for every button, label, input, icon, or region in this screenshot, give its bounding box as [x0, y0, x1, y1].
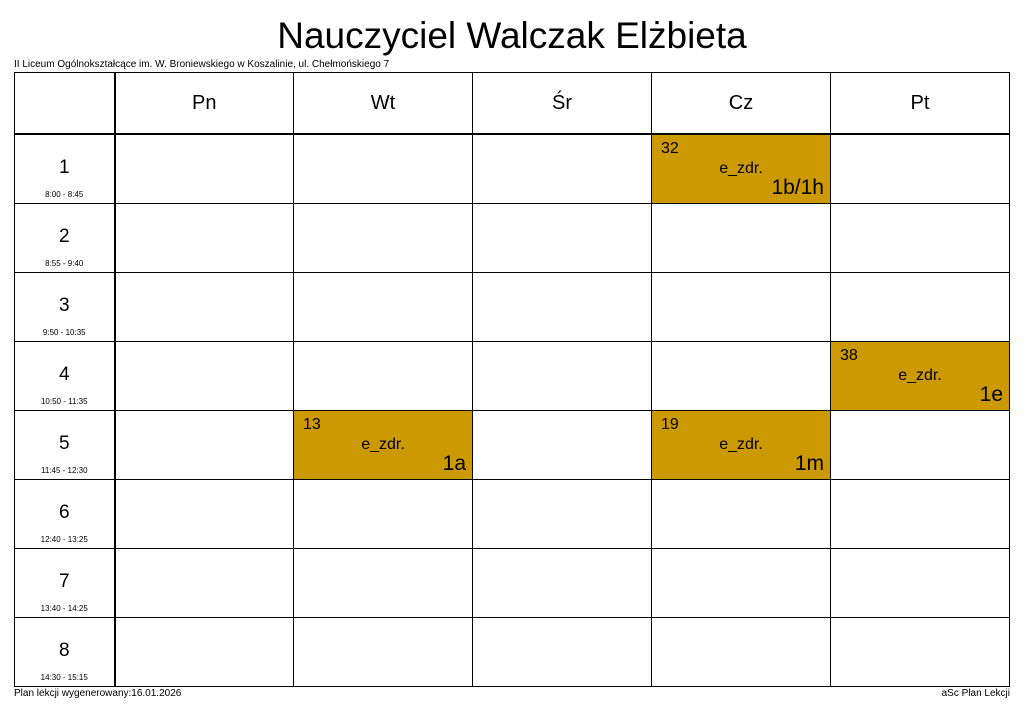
- period-row: 7 13:40 - 14:25: [14, 548, 1010, 618]
- period-time: 13:40 - 14:25: [40, 604, 88, 613]
- empty-slot: [651, 272, 831, 342]
- period-time: 8:00 - 8:45: [45, 190, 84, 199]
- period-number: 7: [58, 571, 70, 592]
- room-number: 13: [303, 416, 321, 433]
- empty-slot: [114, 548, 294, 618]
- subject-name: e_zdr.: [719, 436, 763, 453]
- period-cell: 7 13:40 - 14:25: [14, 548, 116, 618]
- lesson-card[interactable]: 38 e_zdr. 1e: [830, 341, 1010, 411]
- period-cell: 3 9:50 - 10:35: [14, 272, 116, 342]
- empty-slot: [472, 203, 652, 273]
- room-number: 32: [661, 140, 679, 157]
- empty-slot: [472, 479, 652, 549]
- period-number: 5: [58, 433, 70, 454]
- room-number: 38: [840, 347, 858, 364]
- day-header: Śr: [472, 72, 652, 135]
- period-row: 3 9:50 - 10:35: [14, 272, 1010, 342]
- empty-slot: [114, 617, 294, 687]
- empty-slot: [114, 272, 294, 342]
- period-cell: 5 11:45 - 12:30: [14, 410, 116, 480]
- empty-slot: [830, 133, 1010, 204]
- subject-name: e_zdr.: [898, 367, 942, 384]
- day-header: Cz: [651, 72, 831, 135]
- period-number: 3: [58, 295, 70, 316]
- lesson-card[interactable]: 13 e_zdr. 1a: [293, 410, 473, 480]
- period-time: 11:45 - 12:30: [40, 466, 88, 475]
- period-number: 4: [58, 364, 70, 385]
- empty-slot: [293, 617, 473, 687]
- period-cell: 6 12:40 - 13:25: [14, 479, 116, 549]
- school-name: II Liceum Ogólnokształcące im. W. Bronie…: [14, 59, 390, 70]
- period-number: 1: [58, 157, 70, 178]
- empty-slot: [114, 341, 294, 411]
- room-number: 19: [661, 416, 679, 433]
- day-header: Wt: [293, 72, 473, 135]
- class-name: 1a: [442, 452, 466, 475]
- period-number: 2: [58, 226, 70, 247]
- empty-slot: [472, 548, 652, 618]
- period-row: 8 14:30 - 15:15: [14, 617, 1010, 687]
- empty-slot: [651, 617, 831, 687]
- empty-slot: [651, 479, 831, 549]
- empty-slot: [293, 548, 473, 618]
- period-time: 8:55 - 9:40: [45, 259, 84, 268]
- empty-slot: [472, 617, 652, 687]
- page-title: Nauczyciel Walczak Elżbieta: [277, 15, 747, 56]
- class-name: 1e: [979, 383, 1003, 406]
- class-name: 1b/1h: [771, 176, 824, 199]
- empty-slot: [293, 479, 473, 549]
- empty-slot: [651, 203, 831, 273]
- empty-slot: [472, 410, 652, 480]
- period-cell: 2 8:55 - 9:40: [14, 203, 116, 273]
- empty-slot: [293, 133, 473, 204]
- subject-name: e_zdr.: [361, 436, 405, 453]
- generated-date: Plan lekcji wygenerowany:16.01.2026: [14, 688, 182, 699]
- empty-slot: [472, 272, 652, 342]
- empty-slot: [114, 133, 294, 204]
- period-row: 5 11:45 - 12:30 13 e_zdr. 1a 19 e_zdr. 1m: [14, 410, 1010, 480]
- empty-slot: [472, 133, 652, 204]
- brand-label: aSc Plan Lekcji: [941, 688, 1010, 699]
- period-cell: 4 10:50 - 11:35: [14, 341, 116, 411]
- empty-slot: [830, 548, 1010, 618]
- period-time: 14:30 - 15:15: [40, 673, 88, 682]
- empty-slot: [651, 341, 831, 411]
- empty-slot: [114, 479, 294, 549]
- period-cell: 1 8:00 - 8:45: [14, 133, 116, 204]
- subject-name: e_zdr.: [719, 160, 763, 177]
- period-number: 6: [58, 502, 70, 523]
- empty-slot: [293, 272, 473, 342]
- empty-slot: [830, 410, 1010, 480]
- empty-slot: [830, 272, 1010, 342]
- timetable-grid: Pn Wt Śr Cz Pt 1 8:00 - 8:45 32 e_zdr. 1b/1h 2 8:55…: [14, 72, 1010, 687]
- class-name: 1m: [794, 452, 824, 475]
- period-row: 2 8:55 - 9:40: [14, 203, 1010, 273]
- empty-slot: [114, 410, 294, 480]
- period-time: 12:40 - 13:25: [40, 535, 88, 544]
- empty-slot: [114, 203, 294, 273]
- period-row: 6 12:40 - 13:25: [14, 479, 1010, 549]
- empty-slot: [472, 341, 652, 411]
- day-header: Pn: [114, 72, 294, 135]
- empty-slot: [830, 203, 1010, 273]
- empty-slot: [830, 617, 1010, 687]
- empty-slot: [651, 548, 831, 618]
- period-time: 9:50 - 10:35: [42, 328, 86, 337]
- empty-slot: [830, 479, 1010, 549]
- day-header: Pt: [830, 72, 1010, 135]
- lesson-card[interactable]: 32 e_zdr. 1b/1h: [651, 133, 831, 204]
- period-row: 1 8:00 - 8:45 32 e_zdr. 1b/1h: [14, 133, 1010, 204]
- period-row: 4 10:50 - 11:35 38 e_zdr. 1e: [14, 341, 1010, 411]
- period-number: 8: [58, 640, 70, 661]
- empty-slot: [293, 341, 473, 411]
- lesson-card[interactable]: 19 e_zdr. 1m: [651, 410, 831, 480]
- period-time: 10:50 - 11:35: [40, 397, 88, 406]
- empty-slot: [293, 203, 473, 273]
- period-cell: 8 14:30 - 15:15: [14, 617, 116, 687]
- corner-cell: [14, 72, 116, 135]
